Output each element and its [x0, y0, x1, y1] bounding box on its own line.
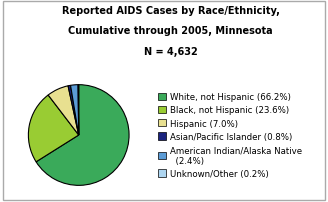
Wedge shape — [78, 85, 79, 135]
Wedge shape — [36, 85, 129, 185]
Wedge shape — [68, 86, 79, 135]
Wedge shape — [48, 86, 79, 135]
Text: N = 4,632: N = 4,632 — [144, 46, 197, 56]
Legend: White, not Hispanic (66.2%), Black, not Hispanic (23.6%), Hispanic (7.0%), Asian: White, not Hispanic (66.2%), Black, not … — [158, 93, 302, 178]
Wedge shape — [71, 85, 79, 135]
Text: Cumulative through 2005, Minnesota: Cumulative through 2005, Minnesota — [68, 26, 273, 36]
Wedge shape — [29, 96, 79, 162]
Text: Reported AIDS Cases by Race/Ethnicity,: Reported AIDS Cases by Race/Ethnicity, — [62, 6, 279, 16]
